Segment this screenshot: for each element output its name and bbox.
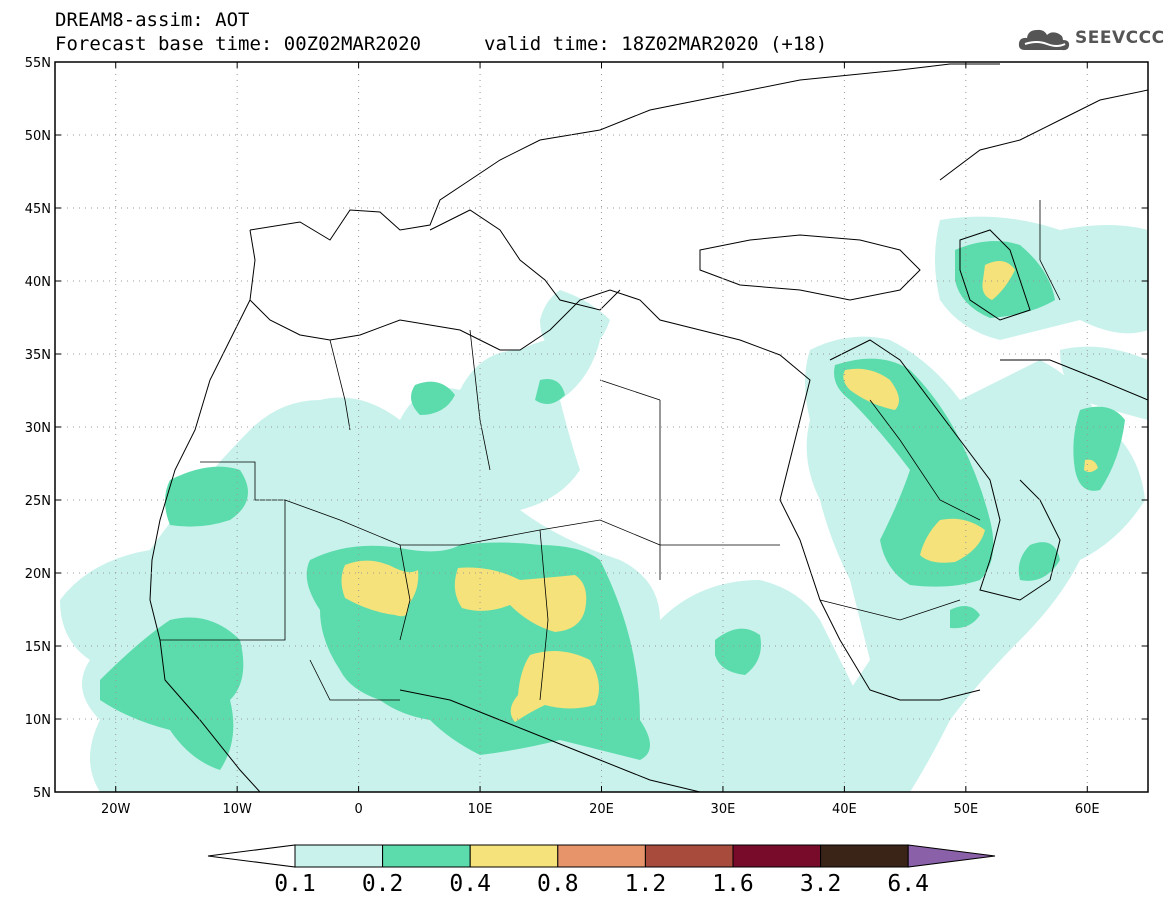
y-tick-label: 5N <box>33 786 51 801</box>
coastlines <box>149 63 1148 792</box>
y-tick-label: 35N <box>25 348 51 363</box>
country-borders <box>160 200 1061 701</box>
latitude-labels: 55N 50N 45N 40N 35N 30N 25N 20N 15N 10N 5N <box>25 56 51 801</box>
y-tick-label: 50N <box>25 129 51 144</box>
map-title: DREAM8-assim: AOT <box>55 9 250 31</box>
colorbar-label: 0.8 <box>537 871 579 897</box>
x-tick-label: 20W <box>101 802 131 817</box>
x-tick-label: 40E <box>832 802 857 817</box>
colorbar-label: 1.2 <box>625 871 667 897</box>
colorbar-label: 6.4 <box>887 871 929 897</box>
x-tick-label: 0 <box>354 802 362 817</box>
y-tick-label: 40N <box>25 275 51 290</box>
y-tick-label: 55N <box>25 56 51 71</box>
colorbar-box <box>557 844 646 868</box>
axis-ticks <box>55 61 1148 793</box>
colorbar-box <box>644 844 734 868</box>
colorbar-under-arrow <box>207 844 296 868</box>
colorbar-box <box>382 844 471 868</box>
y-tick-label: 30N <box>25 421 51 436</box>
forecast-base-time: Forecast base time: 00Z02MAR2020 <box>55 33 422 55</box>
y-tick-label: 20N <box>25 567 51 582</box>
colorbar-label: 0.4 <box>449 871 491 897</box>
x-tick-label: 10W <box>222 802 252 817</box>
x-tick-label: 20E <box>589 802 614 817</box>
colorbar-label: 1.6 <box>712 871 754 897</box>
cloud-logo-icon <box>1018 29 1070 51</box>
colorbar-over-arrow <box>907 844 996 868</box>
seevccc-logo: SEEVCCC <box>1017 24 1164 56</box>
y-tick-label: 10N <box>25 713 51 728</box>
colorbar-box <box>469 844 559 868</box>
longitude-labels: 20W 10W 0 10E 20E 30E 40E 50E 60E <box>101 802 1100 817</box>
colorbar-box <box>820 844 909 868</box>
y-tick-label: 15N <box>25 640 51 655</box>
x-tick-label: 60E <box>1075 802 1100 817</box>
x-tick-label: 50E <box>953 802 978 817</box>
aot-field <box>60 216 1148 792</box>
colorbar-label: 0.2 <box>362 871 404 897</box>
colorbar-box <box>732 844 822 868</box>
colorbar <box>207 844 996 868</box>
x-tick-label: 30E <box>711 802 736 817</box>
lat-lon-grid <box>55 62 1148 792</box>
y-tick-label: 25N <box>25 494 51 509</box>
y-tick-label: 45N <box>25 202 51 217</box>
colorbar-label: 3.2 <box>800 871 842 897</box>
colorbar-labels: 0.1 0.2 0.4 0.8 1.2 1.6 3.2 6.4 <box>274 871 929 897</box>
aot-level-0.4 <box>341 261 1098 722</box>
logo-text: SEEVCCC <box>1075 28 1165 48</box>
valid-time: valid time: 18Z02MAR2020 (+18) <box>484 33 828 55</box>
colorbar-box <box>294 844 384 868</box>
x-tick-label: 10E <box>468 802 493 817</box>
colorbar-label: 0.1 <box>274 871 316 897</box>
